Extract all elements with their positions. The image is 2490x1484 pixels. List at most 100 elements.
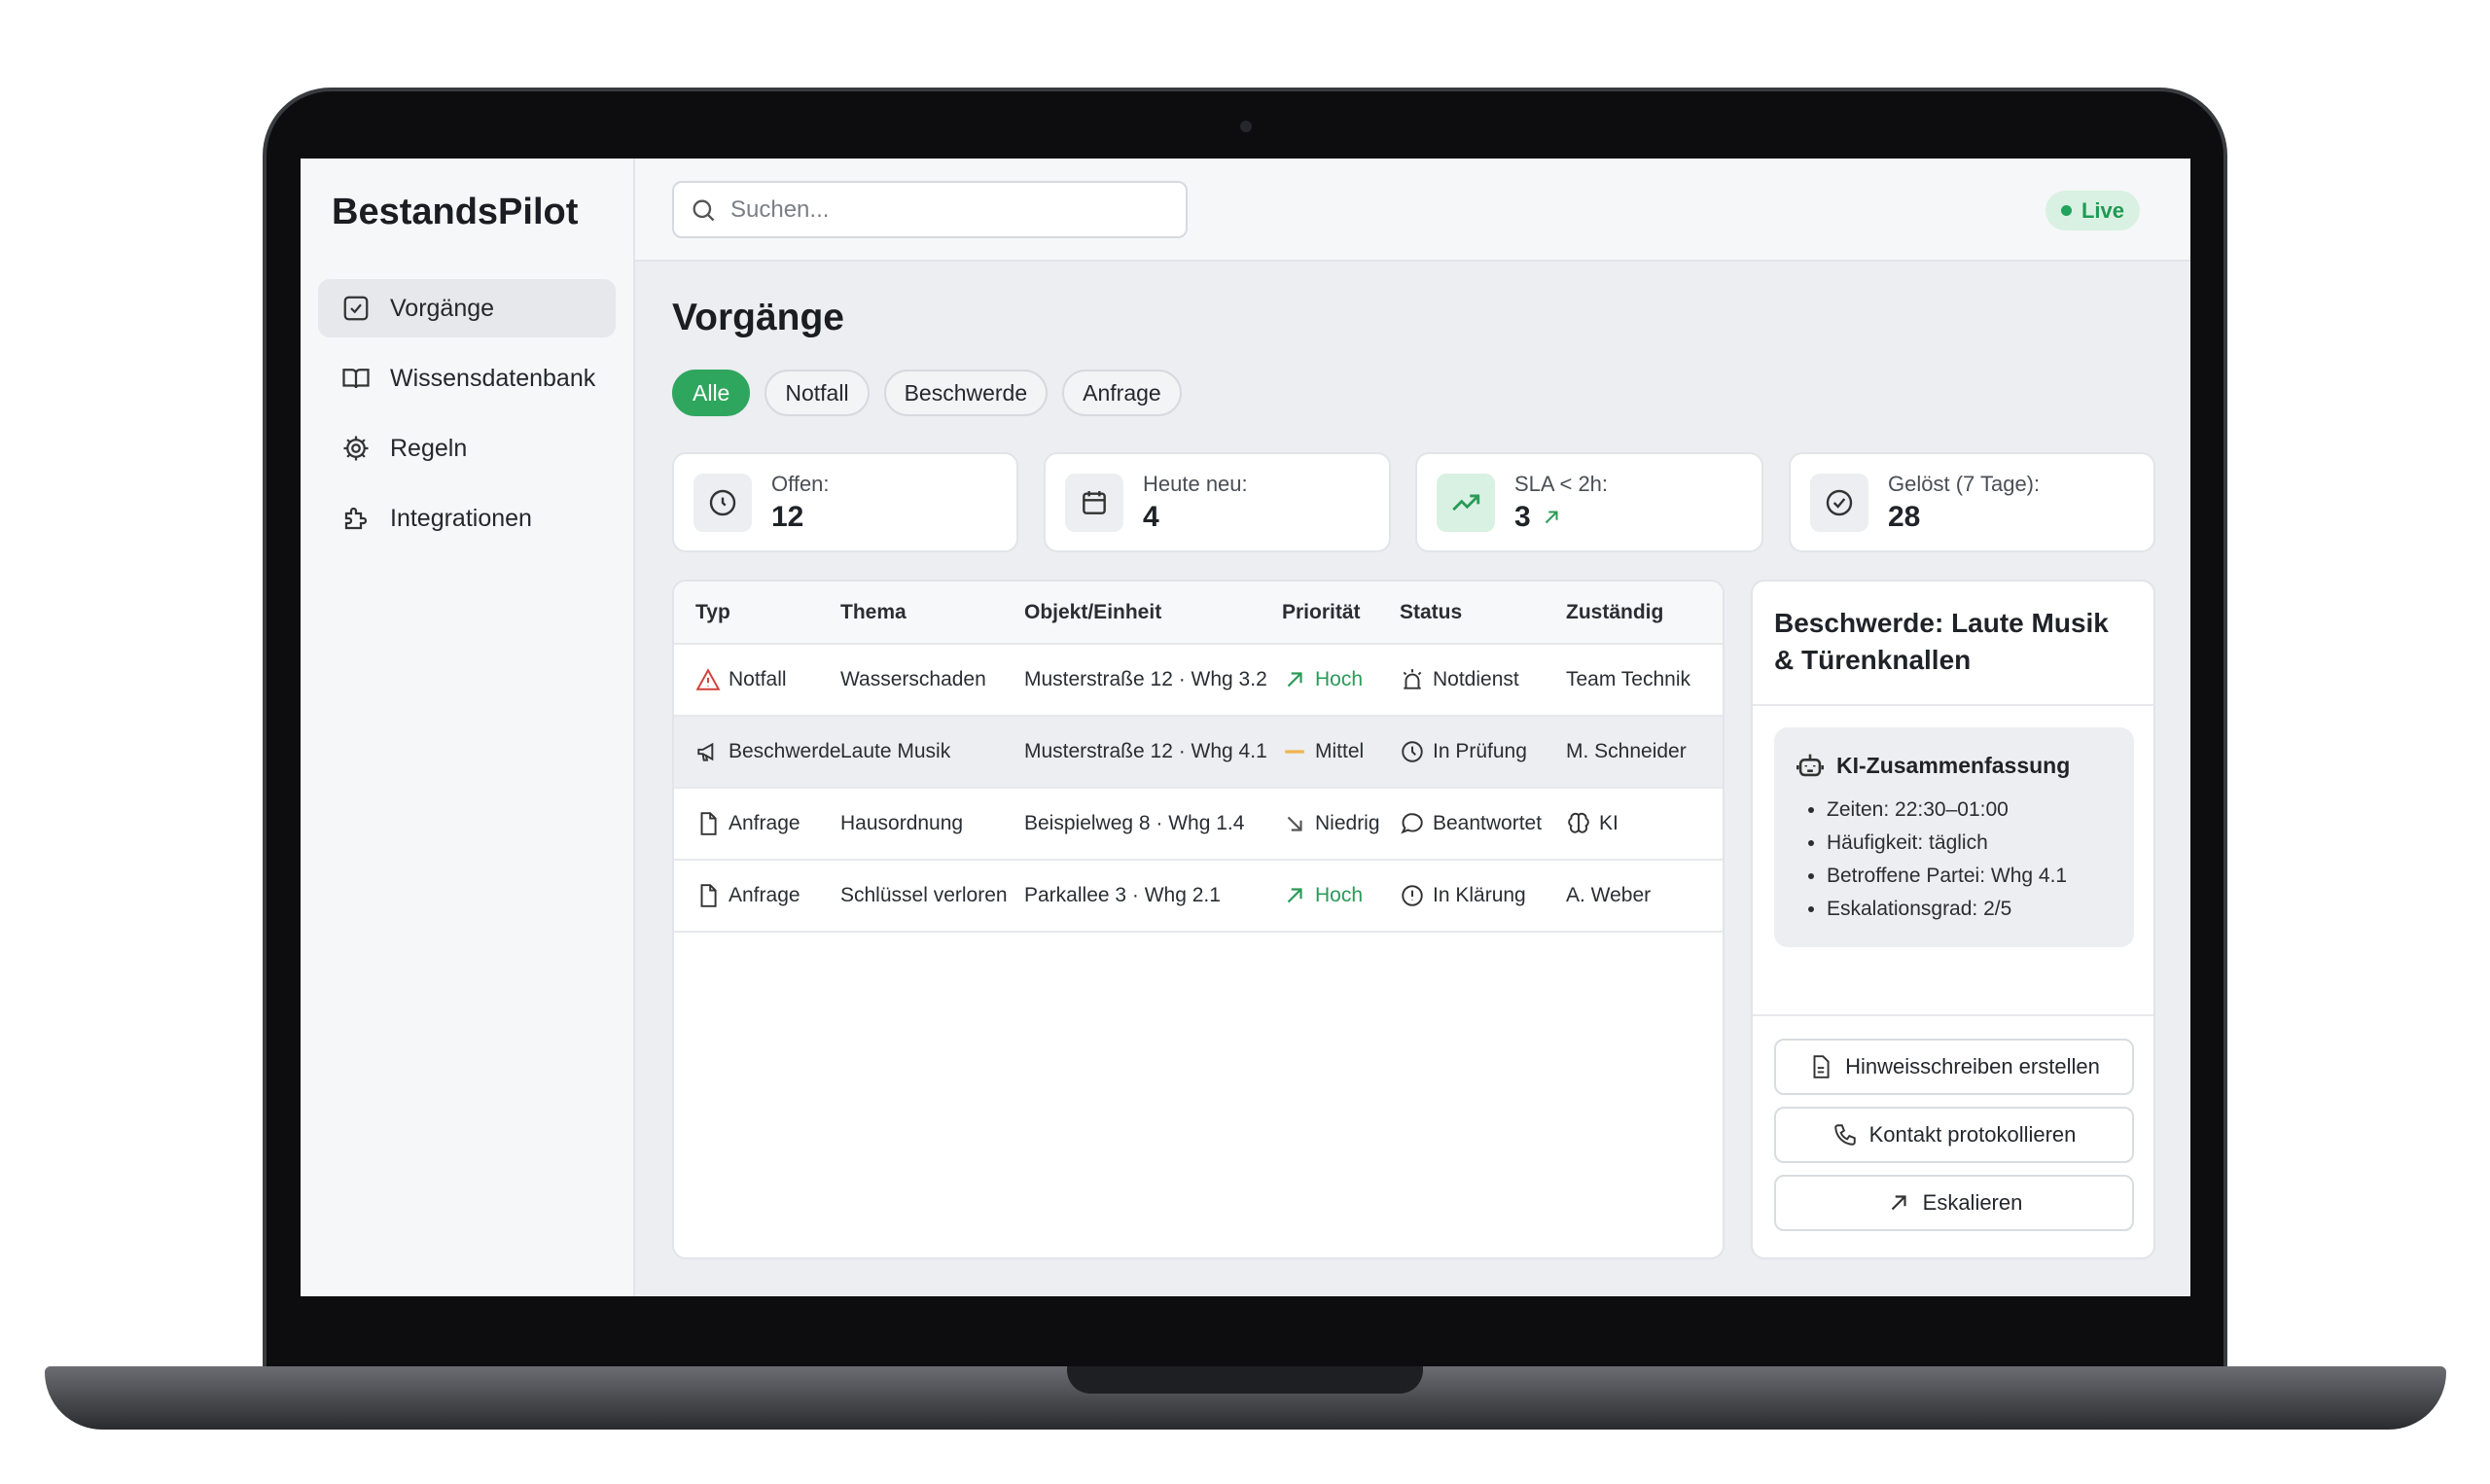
header-zustaendig[interactable]: Zuständig [1566,600,1664,623]
phone-icon [1833,1124,1856,1146]
cell-status: Beantwortet [1433,812,1543,834]
ai-point: Häufigkeit: täglich [1827,827,2115,860]
cell-objekt: Musterstraße 12 · Whg 4.1 [1024,740,1267,762]
cell-zustaendig: Team Technik [1566,668,1691,690]
header-objekt[interactable]: Objekt/Einheit [1024,600,1162,623]
button-label: Kontakt protokollieren [1868,1122,2077,1147]
arrow-up-right-icon [1287,672,1302,688]
cell-thema: Laute Musik [840,740,951,762]
arrow-down-right-icon [1287,816,1302,831]
robot-icon [1796,754,1825,777]
divider [1753,1014,2153,1016]
stat-card-geloest: Gelöst (7 Tage): 28 [1789,452,2155,552]
top-bar: Live [635,159,2190,262]
header-prioritaet[interactable]: Priorität [1282,600,1361,623]
cell-zustaendig: A. Weber [1566,884,1652,906]
arrow-up-right-icon [1891,1195,1906,1211]
cell-objekt: Beispielweg 8 · Whg 1.4 [1024,812,1245,834]
filter-alle[interactable]: Alle [672,370,751,416]
brand-logo: BestandsPilot [332,192,579,232]
cell-objekt: Musterstraße 12 · Whg 3.2 [1024,668,1267,690]
chat-bubble-icon [1401,813,1423,834]
stat-card-sla: SLA < 2h: 3 [1415,452,1763,552]
clock-icon [1402,741,1423,762]
cell-zustaendig: M. Schneider [1566,740,1687,762]
check-circle-icon [1826,489,1853,515]
trending-up-icon [1452,494,1480,511]
document-icon [700,812,717,835]
cell-prioritaet: Hoch [1315,668,1364,690]
log-contact-button[interactable]: Kontakt protokollieren [1774,1107,2134,1163]
sidebar-item-label: Vorgänge [390,294,495,322]
header-thema[interactable]: Thema [840,600,907,623]
cell-typ: Notfall [729,668,787,690]
live-label: Live [2081,197,2124,223]
table-row[interactable]: Notfall Wasserschaden Musterstraße 12 · … [674,645,1723,717]
puzzle-icon [344,507,368,530]
clock-icon [709,489,736,515]
table-header: Typ Thema Objekt/Einheit Priorität Statu… [674,582,1723,645]
stat-label: SLA < 2h: [1514,471,1609,496]
detail-title: Beschwerde: Laute Musik & Türenknallen [1753,582,2153,706]
live-dot-icon [2060,205,2072,216]
cell-prioritaet: Hoch [1315,884,1364,906]
cell-typ: Anfrage [729,884,800,906]
filter-chips: Alle Notfall Beschwerde Anfrage [672,370,1182,416]
live-status-badge: Live [2045,191,2140,230]
document-icon [1813,1055,1830,1078]
document-icon [700,884,717,907]
search-box[interactable] [672,181,1188,238]
sidebar-item-label: Regeln [390,434,468,462]
button-label: Hinweisschreiben erstellen [1845,1054,2100,1078]
detail-panel: Beschwerde: Laute Musik & Türenknallen K… [1751,580,2155,1259]
cell-prioritaet: Niedrig [1315,812,1380,834]
create-notice-button[interactable]: Hinweisschreiben erstellen [1774,1039,2134,1095]
stat-value: 28 [1888,500,1921,533]
ai-summary: KI-Zusammenfassung Zeiten: 22:30–01:00 H… [1774,727,2134,947]
page-title: Vorgänge [672,297,844,338]
search-icon [693,199,715,221]
brain-icon [1568,812,1589,833]
camera [1240,121,1252,132]
cell-zustaendig: KI [1599,812,1618,834]
filter-notfall[interactable]: Notfall [765,370,870,416]
header-status[interactable]: Status [1400,600,1463,623]
table-row[interactable]: Anfrage Schlüssel verloren Parkallee 3 ·… [674,861,1723,933]
cell-objekt: Parkallee 3 · Whg 2.1 [1024,884,1221,906]
megaphone-icon [697,742,714,761]
cell-typ: Beschwerde [729,740,841,762]
escalate-button[interactable]: Eskalieren [1774,1175,2134,1231]
sidebar-item-integrationen[interactable]: Integrationen [318,489,616,548]
stat-card-heute-neu: Heute neu: 4 [1044,452,1391,552]
sidebar-item-label: Integrationen [390,504,532,532]
ai-point: Eskalationsgrad: 2/5 [1827,893,2115,926]
dash-icon [1285,750,1304,754]
stat-value: 3 [1514,500,1531,533]
cell-thema: Hausordnung [840,812,964,834]
header-typ[interactable]: Typ [695,600,730,623]
filter-beschwerde[interactable]: Beschwerde [883,370,1049,416]
cell-typ: Anfrage [729,812,800,834]
cell-prioritaet: Mittel [1315,740,1365,762]
sidebar-item-regeln[interactable]: Regeln [318,419,616,477]
laptop-notch [1067,1366,1423,1394]
stat-value: 4 [1143,500,1159,533]
check-square-icon [343,296,369,321]
filter-anfrage[interactable]: Anfrage [1062,370,1182,416]
arrow-up-right-icon [1545,510,1558,523]
stat-value: 12 [771,500,804,533]
sidebar: BestandsPilot Vorgänge Wissensdatenbank … [301,159,635,1296]
calendar-icon [1083,490,1106,514]
cell-status: In Prüfung [1433,740,1527,762]
stat-label: Heute neu: [1143,471,1248,496]
table-row-selected[interactable]: Beschwerde Laute Musik Musterstraße 12 ·… [674,717,1723,789]
table-row[interactable]: Anfrage Hausordnung Beispielweg 8 · Whg … [674,789,1723,861]
sidebar-item-wissensdatenbank[interactable]: Wissensdatenbank [318,349,616,407]
sidebar-item-vorgaenge[interactable]: Vorgänge [318,279,616,337]
sidebar-item-label: Wissensdatenbank [390,364,596,392]
search-input[interactable] [730,195,1158,224]
app-screen: BestandsPilot Vorgänge Wissensdatenbank … [301,159,2190,1296]
cell-status: In Klärung [1433,884,1526,906]
book-icon [342,369,370,389]
ai-point: Betroffene Partei: Whg 4.1 [1827,860,2115,893]
